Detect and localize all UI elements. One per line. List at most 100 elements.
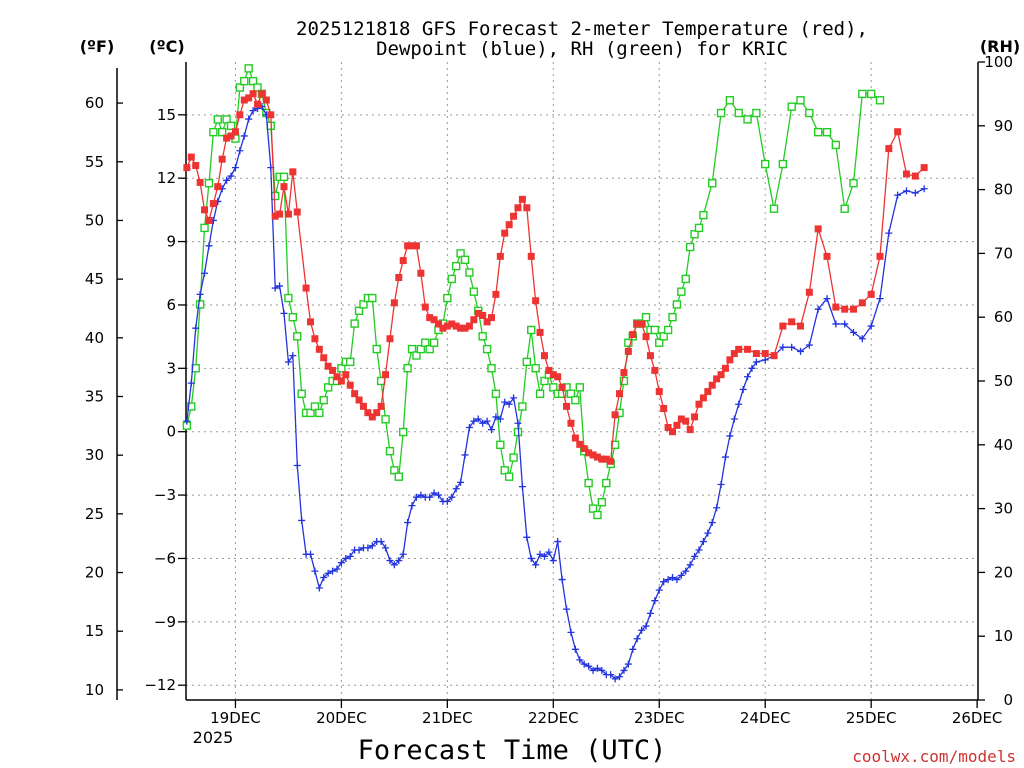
dewpoint-point	[576, 656, 584, 664]
dewpoint-point	[479, 419, 487, 427]
temperature-point	[448, 320, 456, 328]
temperature-point	[602, 455, 610, 463]
dewpoint-point	[417, 491, 425, 499]
grid-lines	[186, 62, 978, 700]
rh-point	[619, 376, 629, 386]
temperature-point	[399, 257, 407, 265]
temperature-point	[682, 417, 690, 425]
rh-point	[244, 64, 253, 73]
rh-point	[376, 376, 386, 386]
dewpoint-point	[505, 400, 513, 408]
temperature-point	[708, 381, 716, 389]
temperature-point	[452, 322, 460, 330]
rh-point	[381, 415, 390, 424]
temperature-point	[510, 212, 518, 220]
temperature-point	[196, 178, 204, 186]
x-tick-label: 19DEC	[210, 709, 261, 727]
celsius-tick-label: 0	[166, 423, 176, 441]
rh-point	[518, 402, 527, 411]
rh-point	[672, 300, 682, 309]
dewpoint-point	[664, 576, 672, 584]
dewpoint-point	[721, 453, 729, 461]
rh-point	[187, 402, 196, 411]
dewpoint-point	[470, 417, 478, 425]
rh-point	[659, 332, 668, 341]
temperature-point	[236, 111, 244, 119]
celsius-tick-label: −3	[154, 486, 176, 504]
temperature-point	[501, 229, 509, 237]
x-tick-label: 21DEC	[422, 709, 473, 727]
fahrenheit-tick-label: 10	[85, 681, 104, 699]
dewpoint-point	[346, 552, 354, 560]
temperature-point	[911, 172, 919, 180]
rh-tick-label: 90	[994, 117, 1013, 135]
temperature-point	[289, 168, 297, 176]
dewpoint-point	[183, 417, 191, 425]
temperature-point	[435, 320, 443, 328]
dewpoint-point	[404, 519, 412, 527]
temperature-point	[223, 134, 231, 142]
dewpoint-point	[752, 358, 760, 366]
dewpoint-point	[911, 189, 919, 197]
temperature-point	[417, 269, 425, 277]
temperature-point	[518, 195, 526, 203]
temperature-point	[814, 225, 822, 233]
temperature-point	[382, 371, 390, 379]
dewpoint-point	[691, 552, 699, 560]
dewpoint-point	[201, 269, 209, 277]
dewpoint-point	[920, 185, 928, 193]
temperature-point	[395, 273, 403, 281]
rh-point	[222, 115, 231, 124]
rh-point	[359, 300, 368, 309]
rh-point	[496, 440, 505, 449]
rh-tick-label: 50	[994, 372, 1013, 390]
temperature-point	[567, 419, 575, 427]
temperature-point	[311, 335, 319, 343]
dewpoint-point	[682, 567, 690, 575]
temperature-point	[699, 394, 707, 402]
temperature-point	[443, 322, 451, 330]
rh-point	[575, 383, 584, 392]
dewpoint-point	[620, 666, 628, 674]
rh-point	[407, 344, 417, 354]
dewpoint-point	[563, 605, 571, 613]
dewpoint-point	[510, 394, 518, 402]
dewpoint-point	[430, 489, 438, 497]
rh-point	[469, 287, 479, 296]
dewpoint-point	[713, 504, 721, 512]
rh-point	[323, 383, 333, 392]
rh-point	[822, 127, 832, 137]
dewpoint-point	[223, 176, 231, 184]
dewpoint-point	[814, 305, 822, 313]
temperature-point	[677, 415, 685, 423]
chart-axes	[116, 62, 979, 701]
rh-point	[708, 179, 717, 188]
dewpoint-point	[677, 571, 685, 579]
temperature-point	[885, 145, 893, 153]
temperature-point	[611, 411, 619, 419]
fahrenheit-tick-label: 50	[85, 211, 104, 229]
x-tick-label: 26DEC	[952, 709, 1003, 727]
temperature-point	[894, 128, 902, 136]
dewpoint-point	[858, 335, 866, 343]
rh-point	[421, 338, 430, 347]
celsius-tick-label: 9	[166, 233, 176, 251]
celsius-axis: 15 12 9 6 3 0 −3 −6 −9 −12	[144, 106, 186, 694]
rh-point	[429, 338, 439, 347]
rh-point	[531, 364, 540, 373]
temperature-point	[302, 284, 310, 292]
fahrenheit-tick-label: 25	[85, 505, 104, 523]
rh-point	[875, 96, 885, 105]
dewpoint-point	[227, 172, 235, 180]
temperature-point	[439, 324, 447, 332]
temperature-point	[390, 299, 398, 307]
dewpoint-point	[567, 628, 575, 636]
temperature-point	[620, 369, 628, 377]
temperature-point	[201, 206, 209, 214]
dewpoint-point	[382, 544, 390, 552]
rh-point	[535, 389, 545, 398]
dewpoint-point	[748, 364, 756, 372]
temperature-point	[258, 90, 266, 98]
